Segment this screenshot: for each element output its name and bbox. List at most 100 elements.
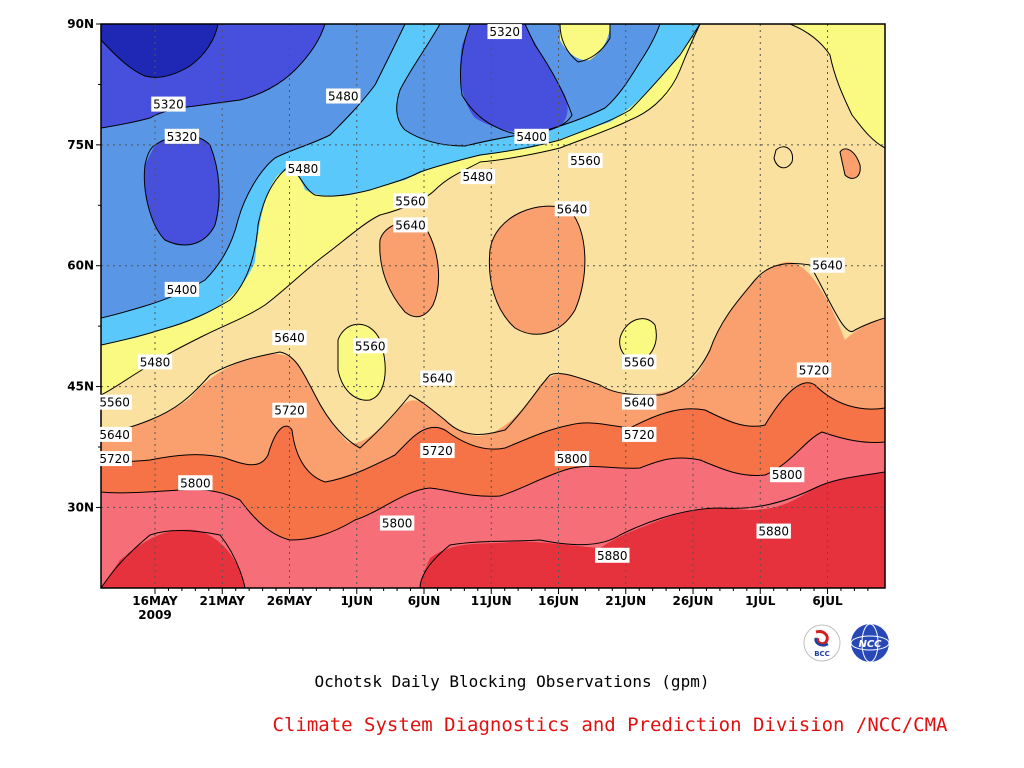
x-tick-label: 11JUN	[471, 594, 512, 608]
y-tick-label: 45N	[67, 380, 94, 394]
svg-text:5720: 5720	[99, 452, 130, 466]
x-tick-label: 26JUN	[673, 594, 714, 608]
x-tick-label: 1JUN	[340, 594, 373, 608]
contour-label: 5560	[353, 338, 388, 354]
contour-labels: 5320 5320 5320 5400 5400 5480 5480 5480 5480 5560…	[97, 24, 845, 563]
contour-label: 5560	[622, 354, 657, 370]
svg-text:5800: 5800	[772, 468, 803, 482]
x-tick-label: 21JUN	[605, 594, 646, 608]
closed-5640-a	[379, 222, 439, 317]
svg-text:5320: 5320	[489, 25, 520, 39]
closed-5560-b	[619, 318, 657, 362]
svg-text:5640: 5640	[99, 428, 130, 442]
closed-5720-small-a	[840, 148, 861, 179]
svg-text:5480: 5480	[463, 170, 494, 184]
y-axis: 30N 45N 60N 75N 90N	[67, 17, 101, 514]
contour-label: 5880	[756, 523, 791, 539]
contour-label: 5560	[393, 193, 428, 209]
bcc-logo-text: BCC	[814, 650, 830, 658]
x-axis: 16MAY 21MAY 26MAY 1JUN 6JUN 11JUN 16JUN 21JUN 26…	[132, 588, 869, 622]
x-year-label: 2009	[138, 608, 171, 622]
contour-label: 5800	[554, 451, 590, 467]
x-tick-label: 16JUN	[538, 594, 579, 608]
contour-label: 5480	[326, 88, 361, 104]
svg-text:5480: 5480	[140, 355, 171, 369]
contour-label: 5720	[622, 426, 657, 442]
contour-label: 5880	[595, 547, 630, 563]
x-tick-label: 21MAY	[200, 594, 246, 608]
svg-text:5320: 5320	[167, 130, 198, 144]
contour-label: 5640	[810, 257, 845, 273]
band-below-5320-a	[101, 24, 568, 245]
svg-text:5800: 5800	[382, 517, 413, 531]
contour-label: 5720	[272, 402, 307, 418]
contour-label: 5640	[554, 201, 590, 217]
x-tick-label: 26MAY	[267, 594, 313, 608]
x-tick-label: 6JUN	[408, 594, 441, 608]
svg-text:5880: 5880	[597, 549, 628, 563]
contour-label: 5640	[97, 426, 132, 442]
contour-label: 5800	[379, 515, 415, 531]
contour-label: 5400	[514, 128, 549, 144]
svg-text:5640: 5640	[422, 372, 453, 386]
contour-label: 5400	[164, 281, 200, 297]
svg-text:5480: 5480	[288, 162, 319, 176]
contour-label: 5720	[97, 451, 132, 467]
closed-yellow-top	[560, 24, 610, 61]
contour-label: 5640	[420, 370, 455, 386]
svg-text:5800: 5800	[557, 452, 588, 466]
contour-label: 5800	[769, 467, 805, 483]
ncc-logo: NCC	[850, 623, 890, 663]
y-tick-label: 75N	[67, 138, 94, 152]
contour-label: 5480	[285, 161, 321, 177]
contour-label: 5640	[393, 217, 428, 233]
svg-text:5640: 5640	[624, 396, 655, 410]
contour-label: 5640	[622, 394, 657, 410]
svg-text:5640: 5640	[812, 259, 843, 273]
y-tick-label: 90N	[67, 17, 94, 31]
logos: BCC NCC	[803, 623, 890, 663]
chart-title: Ochotsk Daily Blocking Observations (gpm…	[314, 672, 710, 691]
svg-text:5720: 5720	[799, 363, 830, 377]
contour-label: 5320	[164, 128, 200, 144]
filled-contours	[101, 24, 885, 588]
svg-text:5560: 5560	[99, 396, 130, 410]
contour-label: 5320	[487, 24, 522, 40]
y-tick-label: 60N	[67, 259, 94, 273]
contour-label: 5640	[272, 330, 307, 346]
svg-text:5640: 5640	[274, 331, 305, 345]
contour-label: 5320	[151, 96, 186, 112]
contour-label: 5480	[137, 354, 173, 370]
x-tick-label: 6JUL	[812, 594, 843, 608]
credit-line: Climate System Diagnostics and Predictio…	[272, 714, 948, 736]
x-tick-label: 16MAY	[132, 594, 178, 608]
svg-text:5720: 5720	[422, 444, 453, 458]
svg-text:5720: 5720	[624, 428, 655, 442]
ncc-logo-text: NCC	[858, 639, 882, 650]
y-tick-label: 30N	[67, 500, 94, 514]
plot-border	[100, 23, 886, 589]
svg-text:5560: 5560	[355, 339, 386, 353]
svg-text:5720: 5720	[274, 404, 305, 418]
contour-label: 5720	[420, 443, 455, 459]
contour-label: 5480	[460, 169, 495, 185]
x-tick-label: 1JUL	[745, 594, 776, 608]
svg-text:5400: 5400	[516, 130, 547, 144]
svg-text:5880: 5880	[758, 525, 789, 539]
band-deepest	[101, 24, 218, 78]
svg-text:5400: 5400	[167, 283, 198, 297]
svg-text:5800: 5800	[180, 476, 211, 490]
closed-5560-small-b	[774, 146, 793, 168]
svg-text:5640: 5640	[395, 218, 426, 232]
svg-text:5320: 5320	[153, 98, 184, 112]
closed-5640-b	[489, 206, 585, 335]
svg-text:5560: 5560	[624, 355, 655, 369]
svg-text:5480: 5480	[328, 90, 359, 104]
contour-label: 5720	[796, 362, 832, 378]
svg-text:5640: 5640	[557, 202, 588, 216]
grid-lines	[101, 24, 885, 588]
contour-label: 5560	[97, 394, 132, 410]
svg-text:5560: 5560	[570, 154, 601, 168]
